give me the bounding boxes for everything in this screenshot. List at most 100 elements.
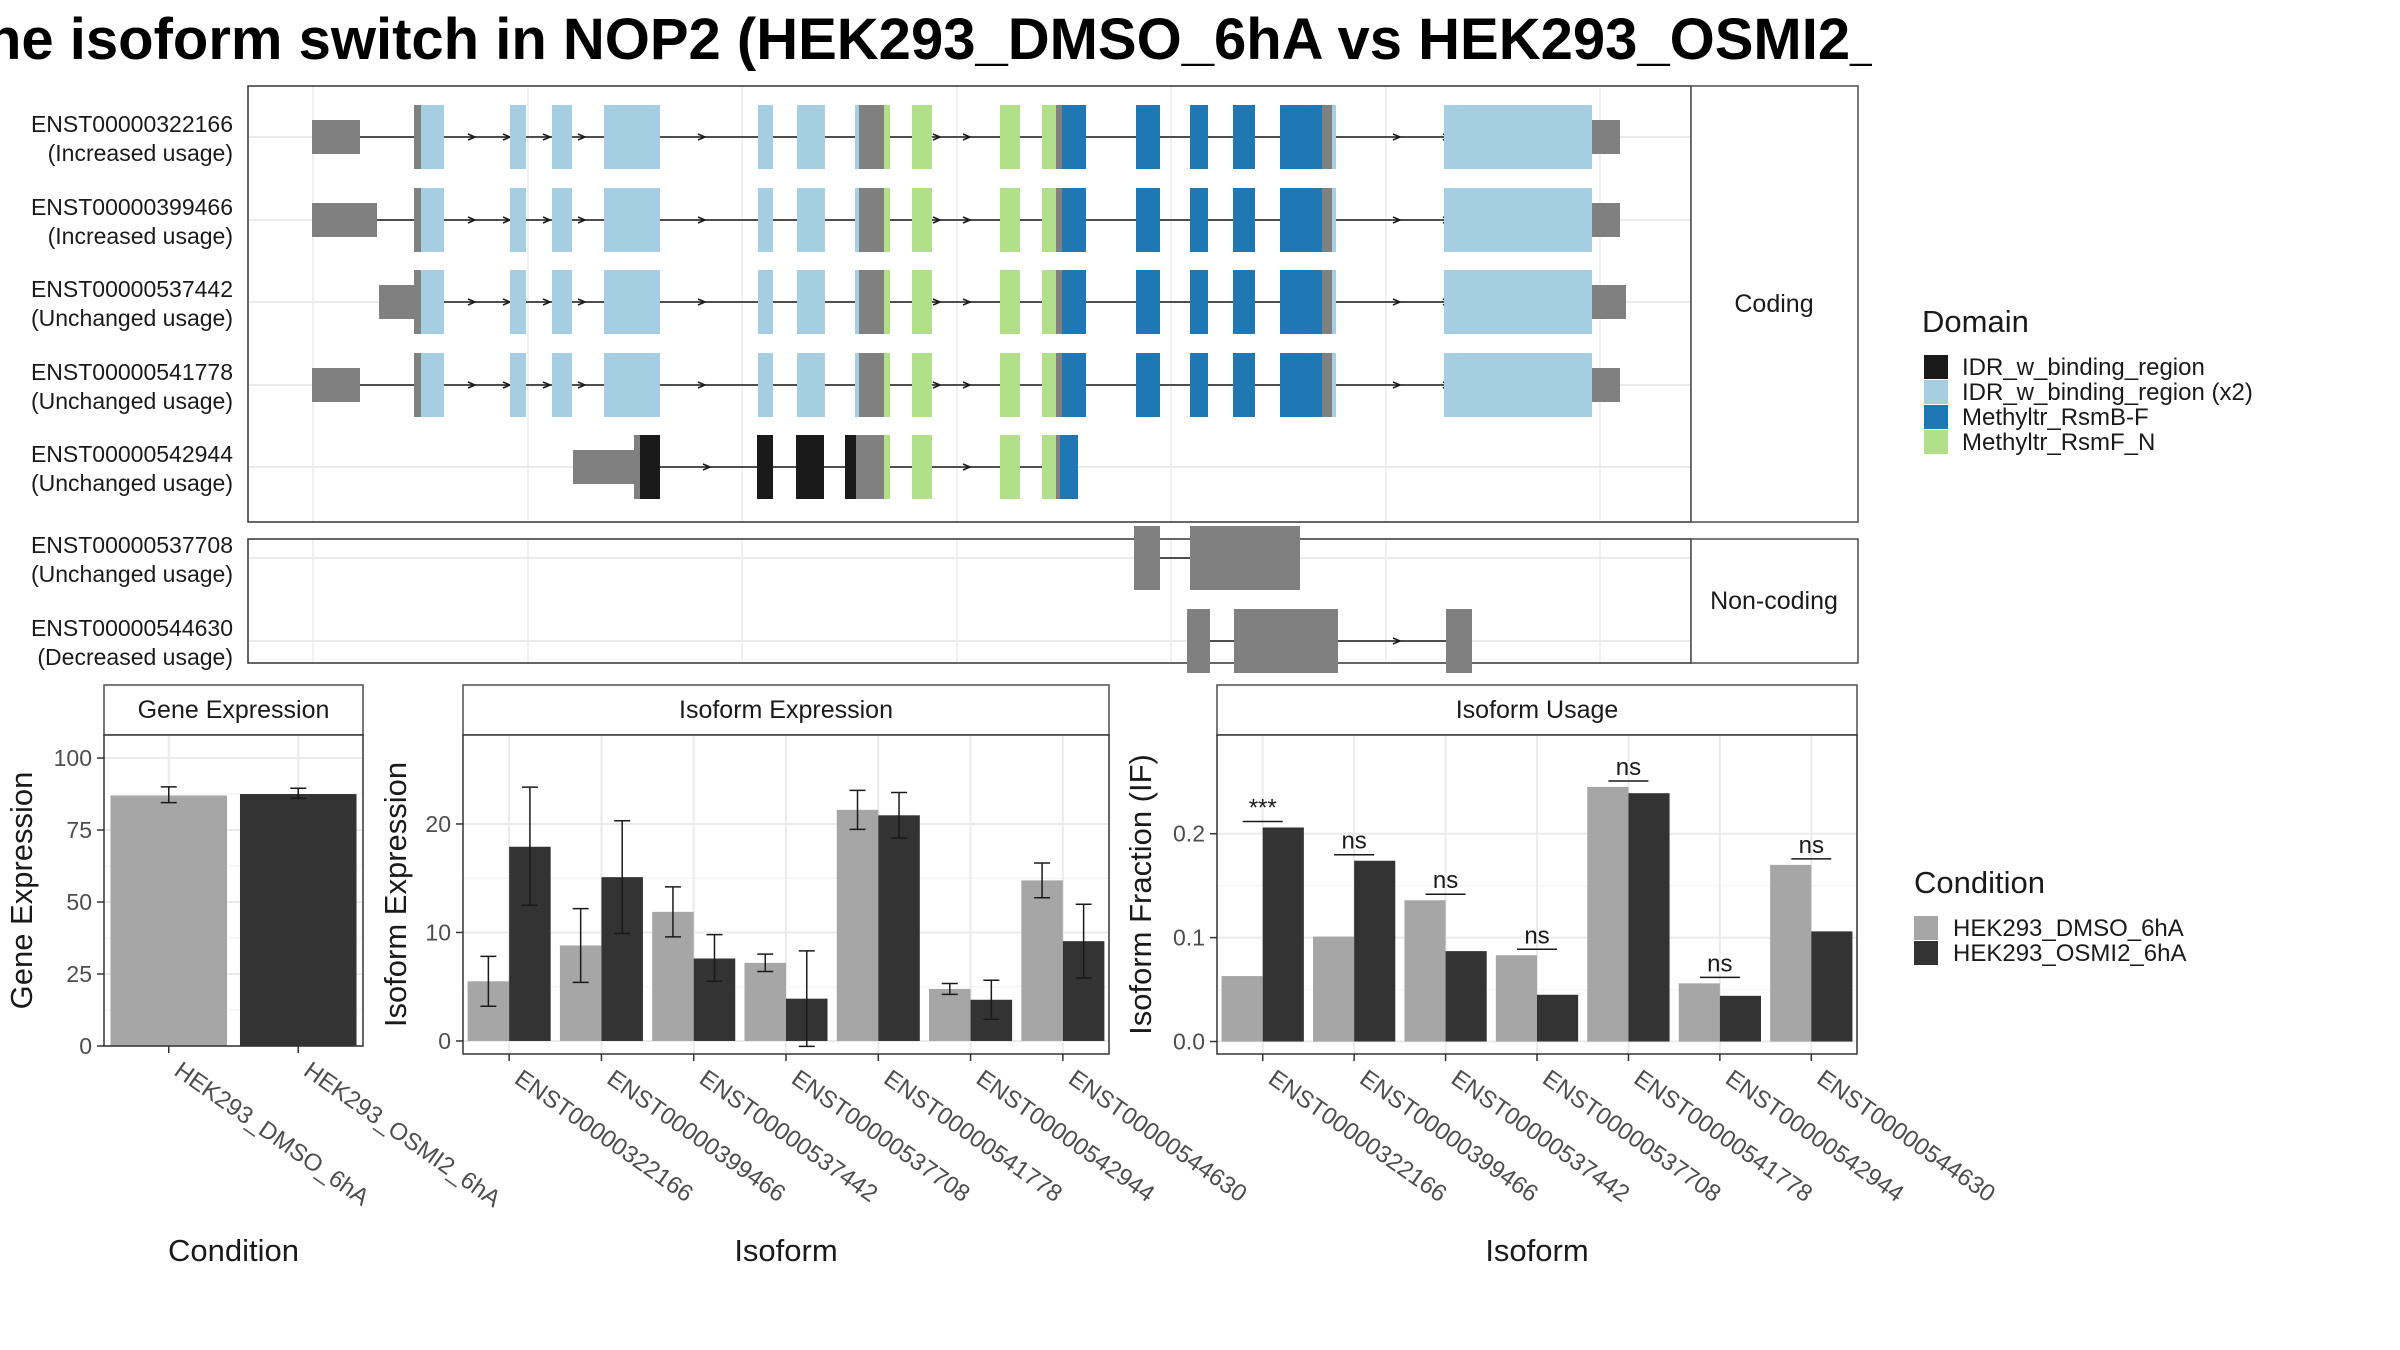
domain-rsmf-n [1042, 188, 1056, 252]
domain-rsmb-f [1136, 105, 1160, 169]
legend-domain-title: Domain [1922, 304, 2029, 339]
bar [1445, 951, 1487, 1042]
domain-idr-x2 [1332, 188, 1336, 252]
exon-noncoding-region [859, 105, 884, 169]
utr-exon [1592, 368, 1620, 402]
domain-rsmb-f [1190, 188, 1208, 252]
facet-label-coding: Coding [1734, 290, 1813, 318]
domain-idr-x2 [421, 188, 444, 252]
domain-idr-x2 [855, 270, 859, 334]
exon-utr-edge [414, 105, 421, 169]
domain-idr-x2 [797, 105, 825, 169]
bar [1811, 931, 1853, 1042]
bar [1678, 983, 1720, 1042]
bar [110, 795, 228, 1046]
bar [878, 815, 920, 1041]
transcript-usage-label: (Unchanged usage) [31, 470, 233, 496]
domain-rsmb-f [1062, 353, 1086, 417]
significance-label: ns [1799, 832, 1824, 859]
legend-domain-swatch [1924, 430, 1948, 454]
bar [1537, 994, 1579, 1042]
domain-idr-x2 [510, 353, 526, 417]
y-tick-label: 0.0 [1173, 1029, 1205, 1055]
exon-noncoding-region [856, 435, 884, 499]
domain-idr-x2 [552, 353, 572, 417]
domain-idr-x2 [421, 353, 444, 417]
legend-domain-label: IDR_w_binding_region (x2) [1962, 379, 2253, 406]
domain-rsmb-f [1233, 105, 1255, 169]
legend-domain-swatch [1924, 355, 1948, 379]
intron-direction-arrow [467, 133, 477, 141]
utr-exon [379, 285, 414, 319]
domain-idr [845, 435, 856, 499]
intron-direction-arrow [577, 381, 587, 389]
legend-condition-label: HEK293_OSMI2_6hA [1953, 940, 2186, 967]
facet-strip-noncoding [1690, 538, 1859, 664]
y-tick-label: 50 [66, 889, 92, 915]
domain-idr-x2 [421, 105, 444, 169]
facet-label-noncoding: Non-coding [1710, 587, 1838, 615]
domain-rsmf-n [1000, 435, 1020, 499]
intron-direction-arrow [1392, 216, 1402, 224]
chart-strip [1216, 684, 1858, 736]
domain-rsmf-n [1000, 270, 1020, 334]
domain-idr-x2 [604, 353, 660, 417]
y-axis-title: Gene Expression [4, 772, 39, 1010]
intron-direction-arrow [1392, 381, 1402, 389]
y-tick-label: 0 [438, 1028, 451, 1054]
transcript-id-label: ENST00000542944 [31, 441, 233, 467]
legend-domain-label: IDR_w_binding_region [1962, 354, 2205, 381]
domain-rsmb-f [1060, 435, 1078, 499]
legend-condition-swatch [1914, 916, 1938, 940]
domain-idr-x2 [1444, 270, 1592, 334]
y-axis-title: Isoform Fraction (IF) [1123, 754, 1158, 1035]
domain-rsmf-n [1042, 435, 1056, 499]
exon-utr-edge [414, 270, 421, 334]
exon-utr-edge [634, 435, 640, 499]
utr-exon [1592, 203, 1620, 237]
transcript-id-label: ENST00000537442 [31, 276, 233, 302]
domain-rsmb-f [1062, 188, 1086, 252]
domain-rsmb-f [1280, 353, 1322, 417]
figure-title: he isoform switch in NOP2 (HEK293_DMSO_6… [0, 7, 1872, 72]
intron-direction-arrow [1392, 298, 1402, 306]
domain-rsmb-f [1233, 353, 1255, 417]
y-tick-label: 0 [79, 1033, 92, 1059]
domain-idr [757, 435, 773, 499]
chart-panel-border [1216, 734, 1858, 1055]
bar [1719, 995, 1761, 1042]
bar [929, 988, 971, 1041]
domain-rsmb-f [1190, 270, 1208, 334]
bar [1021, 880, 1063, 1041]
chart-strip [462, 684, 1110, 736]
domain-idr [796, 435, 824, 499]
y-axis-title: Isoform Expression [378, 762, 413, 1027]
domain-idr-x2 [510, 188, 526, 252]
legend-condition-swatch [1914, 941, 1938, 965]
transcript-id-label: ENST00000399466 [31, 194, 233, 220]
noncoding-exon [1134, 526, 1160, 590]
domain-idr-x2 [1332, 105, 1336, 169]
domain-idr-x2 [855, 188, 859, 252]
utr-exon [312, 368, 360, 402]
exon-noncoding-region [1322, 353, 1332, 417]
legend-domain-label: Methyltr_RsmB-F [1962, 404, 2149, 431]
domain-rsmf-n [912, 270, 932, 334]
domain-rsmf-n [1042, 353, 1056, 417]
exon-noncoding-region [1322, 105, 1332, 169]
intron-direction-arrow [932, 381, 942, 389]
x-axis-title: Isoform [734, 1233, 837, 1268]
domain-idr-x2 [1332, 270, 1336, 334]
domain-idr-x2 [758, 270, 773, 334]
utr-exon [1592, 285, 1626, 319]
transcript-usage-label: (Unchanged usage) [31, 561, 233, 587]
bar [1495, 955, 1537, 1042]
intron-direction-arrow [467, 381, 477, 389]
domain-rsmf-n [1000, 188, 1020, 252]
bar [744, 962, 786, 1041]
intron-direction-arrow [577, 216, 587, 224]
domain-rsmf-n [884, 105, 890, 169]
domain-rsmf-n [912, 188, 932, 252]
chart-title: Gene Expression [138, 696, 330, 724]
domain-rsmb-f [1136, 188, 1160, 252]
